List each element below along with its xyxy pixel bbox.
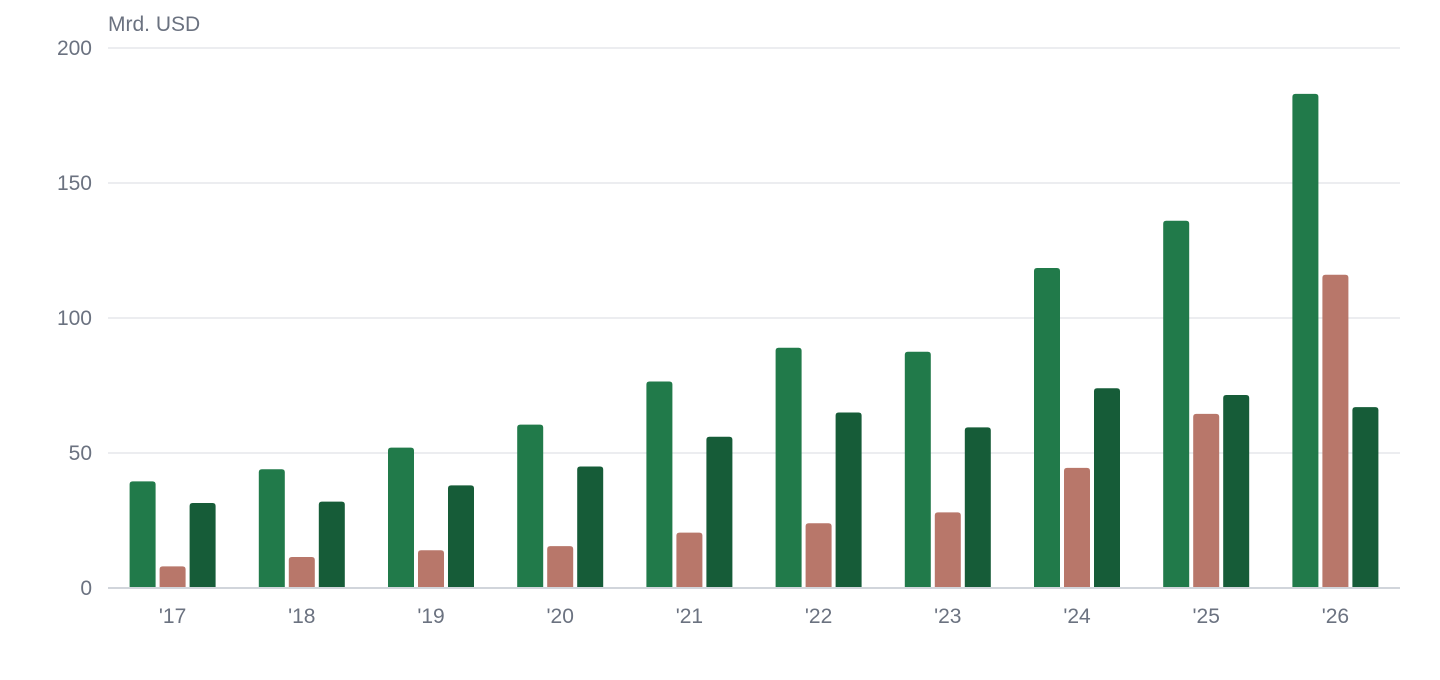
bar-series-3: [964, 427, 991, 588]
bar-series-3: [706, 436, 733, 588]
bar-series-1: [646, 381, 673, 588]
bar-series-1: [775, 347, 802, 588]
bar-series-2: [288, 556, 315, 588]
bar-series-2: [547, 546, 574, 588]
y-tick-label: 200: [57, 37, 92, 60]
x-tick-label: '21: [676, 605, 703, 628]
bar-series-2: [1064, 467, 1090, 588]
x-tick-label: '17: [159, 605, 186, 628]
bar-series-3: [577, 466, 604, 588]
bar-series-2: [676, 532, 703, 588]
bar-series-1: [517, 424, 544, 588]
bar-series-1: [258, 469, 285, 588]
bar-series-3: [448, 485, 474, 588]
y-axis-ticks: 0 50 100 150 200: [57, 37, 92, 600]
bar-series-3: [189, 502, 216, 588]
bar-series-1: [904, 351, 931, 588]
x-tick-label: '24: [1063, 605, 1091, 628]
bar-series-2: [418, 550, 444, 588]
bar-series-2: [1322, 274, 1349, 588]
bar-series-1: [1163, 220, 1190, 589]
bar-series-3: [1094, 388, 1120, 588]
y-axis-unit-label: Mrd. USD: [108, 13, 200, 36]
bar-series-1: [388, 447, 414, 588]
x-tick-label: '23: [934, 605, 961, 628]
x-tick-label: '25: [1193, 605, 1220, 628]
x-axis-ticks: '17 '18 '19 '20 '21 '22 '23 '24 '25 '26: [159, 605, 1349, 628]
x-tick-label: '19: [417, 605, 444, 628]
bar-series-3: [835, 412, 862, 588]
bar-series-1: [129, 481, 156, 588]
x-tick-label: '22: [805, 605, 832, 628]
x-tick-label: '26: [1322, 605, 1349, 628]
bar-series-3: [318, 501, 345, 588]
bars: [129, 93, 1379, 589]
y-tick-label: 150: [57, 172, 92, 195]
x-tick-label: '20: [547, 605, 574, 628]
x-tick-label: '18: [288, 605, 315, 628]
bar-series-2: [159, 566, 186, 588]
bar-series-2: [1193, 413, 1220, 588]
y-tick-label: 100: [57, 307, 92, 330]
bar-series-2: [934, 512, 961, 588]
bar-series-2: [805, 523, 832, 588]
gridlines: [108, 47, 1400, 454]
bar-series-3: [1223, 394, 1250, 588]
y-tick-label: 0: [80, 577, 92, 600]
bar-series-1: [1034, 268, 1060, 588]
bar-series-1: [1292, 93, 1319, 589]
y-tick-label: 50: [69, 442, 92, 465]
bar-series-3: [1352, 407, 1379, 588]
